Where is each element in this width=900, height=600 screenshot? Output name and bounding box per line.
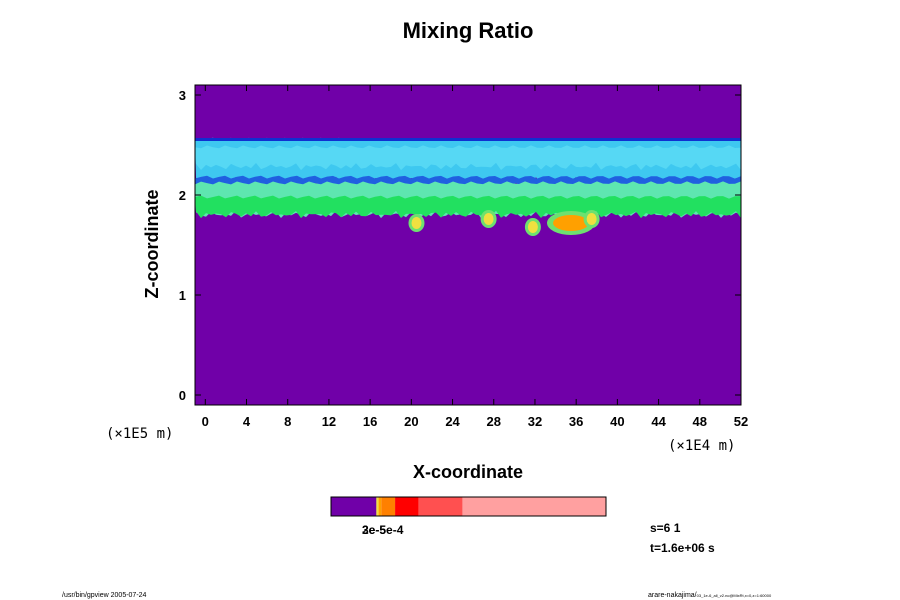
y-tick-label: 2 [179,188,186,203]
plot-area [194,84,742,406]
x-tick-label: 0 [202,414,209,429]
layer-upper-band-core [195,145,741,171]
colorbar-segment [378,497,382,516]
x-axis-label: X-coordinate [413,462,523,482]
colorbar-segment [395,497,419,516]
x-tick-label: 4 [243,414,251,429]
y-axis-unit: (×1E5 m) [106,426,173,442]
y-tick-label: 1 [179,288,186,303]
x-tick-label: 48 [693,414,707,429]
top-band-edge [195,138,741,141]
colorbar-segment [376,497,379,516]
x-tick-label: 40 [610,414,624,429]
x-tick-label: 28 [487,414,501,429]
hotspot [553,215,590,231]
y-tick-label: 0 [179,388,186,403]
hotspot [483,213,494,225]
y-axis-label: Z-coordinate [142,189,162,298]
colorbar-label: 3e-5e-4 [362,523,404,537]
footer-right-small: 03_1e-6_all_v2.nc@MixRt,x=0,z=1:60000 [697,593,772,598]
colorbar-segment [331,497,377,516]
layer-lower-band-green [195,195,741,219]
hotspot [586,213,597,225]
plot-frame [194,84,742,406]
colorbar-frame [330,496,607,517]
x-tick-label: 24 [445,414,460,429]
footer-right-main: arare-nakajima/ [648,592,697,599]
colorbar-segment [381,497,396,516]
x-tick-label: 36 [569,414,583,429]
step-info: s=6 1 [650,521,681,535]
x-tick-label: 32 [528,414,542,429]
y-tick-label: 3 [179,88,186,103]
footer-left: /usr/bin/gpview 2005-07-24 [62,592,147,599]
time-info: t=1.6e+06 s [650,541,715,555]
chart-title: Mixing Ratio [403,18,534,43]
colorbar-segment [418,497,463,516]
colorbar [330,496,607,517]
x-axis-unit: (×1E4 m) [668,438,735,454]
x-tick-label: 16 [363,414,377,429]
field-background [195,85,741,405]
x-tick-label: 12 [322,414,336,429]
x-tick-label: 52 [734,414,748,429]
x-tick-label: 8 [284,414,291,429]
x-tick-label: 20 [404,414,418,429]
hotspot [527,221,538,233]
x-tick-label: 44 [651,414,666,429]
hotspot [411,217,422,229]
footer-right: arare-nakajima/03_1e-6_all_v2.nc@MixRt,x… [648,592,772,599]
colorbar-label-overlap: 2e-5 [362,523,386,537]
colorbar-segment [462,497,606,516]
